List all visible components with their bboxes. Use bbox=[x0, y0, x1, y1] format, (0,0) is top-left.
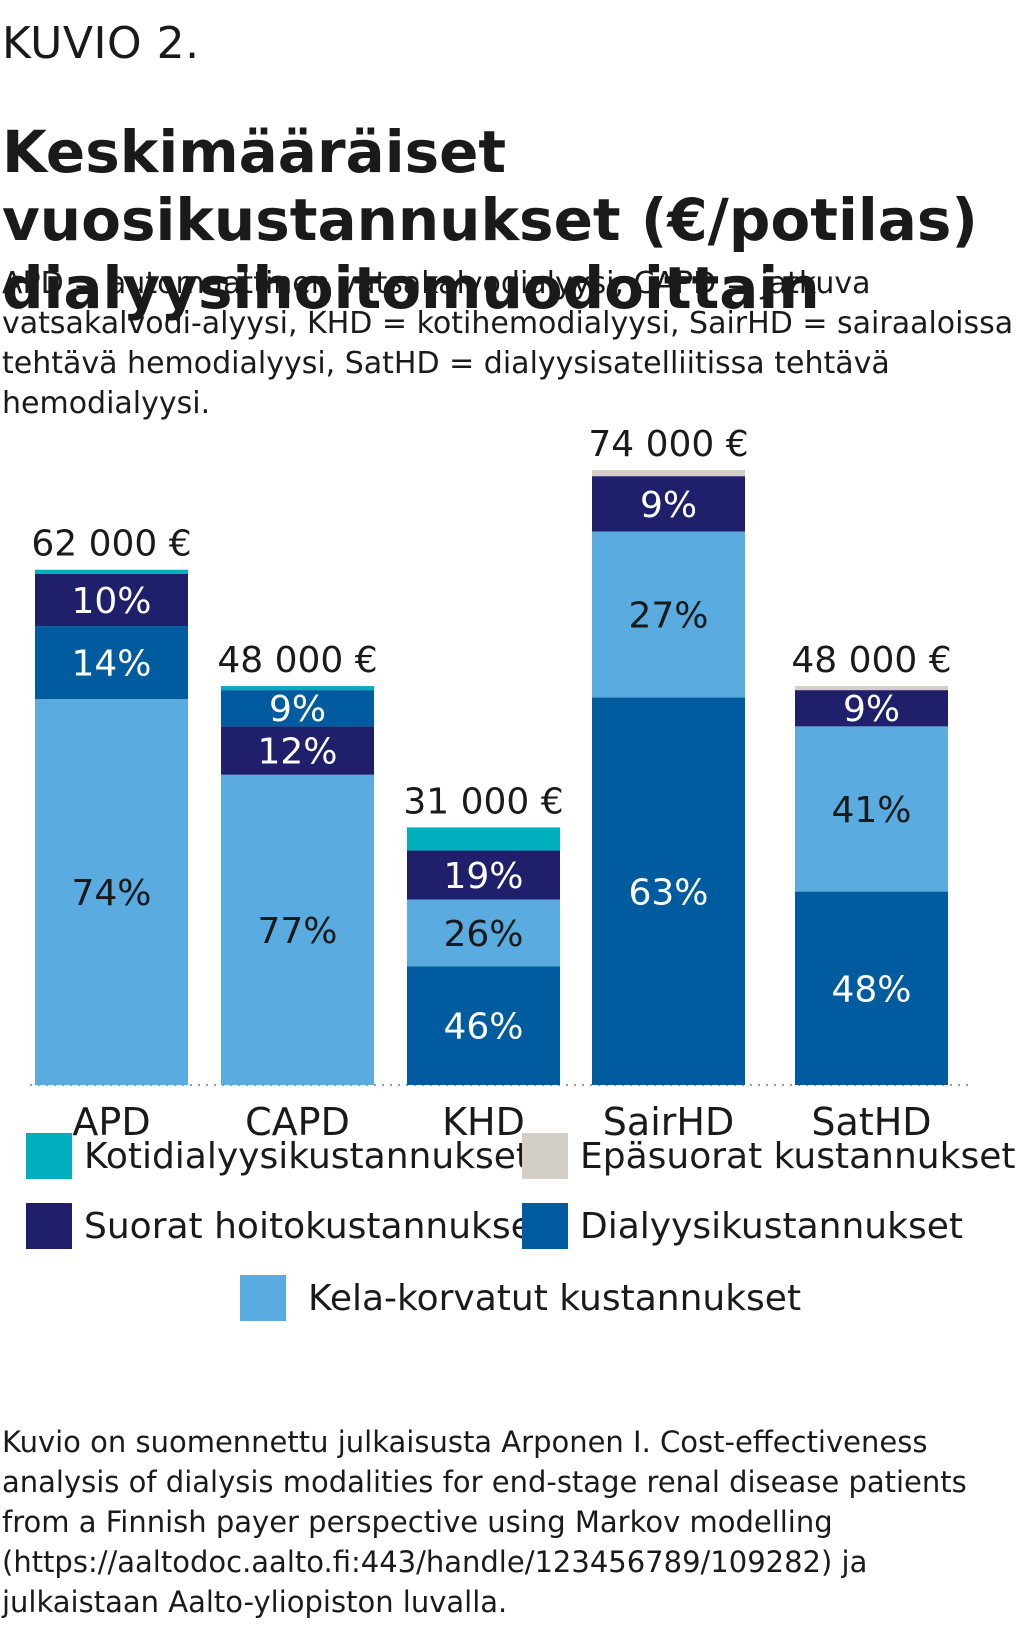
bar-segment-sathd-0 bbox=[795, 891, 948, 1085]
source-note: Kuvio on suomennettu julkaisusta Arponen… bbox=[2, 1425, 967, 1619]
bar-segment-khd-0 bbox=[407, 966, 560, 1085]
bar-segment-sairhd-0 bbox=[592, 697, 745, 1085]
data-label-sairhd-2: 9% bbox=[640, 485, 697, 526]
total-label-khd: 31 000 € bbox=[403, 781, 563, 822]
legend-swatch-suorat bbox=[26, 1203, 72, 1249]
legend-label-suorat: Suorat hoitokustannukset bbox=[84, 1205, 547, 1247]
bar-segment-sairhd-2 bbox=[592, 476, 745, 532]
category-label-sathd: SatHD bbox=[811, 1100, 931, 1144]
data-label-apd-0: 74% bbox=[71, 873, 151, 914]
bar-segment-khd-3 bbox=[407, 827, 560, 851]
bar-segment-khd-1 bbox=[407, 899, 560, 967]
bar-segment-apd-1 bbox=[35, 626, 188, 700]
legend-label-epasuorat: Epäsuorat kustannukset bbox=[580, 1135, 1016, 1177]
legend-item-kela: Kela-korvatut kustannukset bbox=[240, 1275, 801, 1321]
chart-subtitle: APD = automaattinen vatsakalvodialyysi, … bbox=[2, 266, 1014, 421]
data-label-sathd-2: 9% bbox=[843, 689, 900, 730]
bar-segment-capd-1 bbox=[221, 726, 374, 775]
legend-swatch-epasuorat bbox=[522, 1133, 568, 1179]
data-label-capd-2: 9% bbox=[269, 689, 326, 730]
total-label-apd: 62 000 € bbox=[31, 524, 191, 565]
bar-segment-sathd-3 bbox=[795, 686, 948, 691]
chart-title: Keskimääräiset vuosikustannukset (€/poti… bbox=[2, 118, 978, 322]
category-label-apd: APD bbox=[72, 1100, 150, 1144]
legend-item-epasuorat: Epäsuorat kustannukset bbox=[522, 1133, 1015, 1179]
total-label-sathd: 48 000 € bbox=[791, 640, 951, 681]
data-label-sathd-0: 48% bbox=[831, 969, 911, 1010]
bar-segment-sairhd-1 bbox=[592, 531, 745, 698]
legend-label-kela: Kela-korvatut kustannukset bbox=[308, 1277, 802, 1319]
data-label-sairhd-0: 63% bbox=[628, 872, 708, 913]
category-label-sairhd: SairHD bbox=[603, 1100, 734, 1144]
data-label-capd-0: 77% bbox=[257, 911, 337, 952]
bar-segment-apd-0 bbox=[35, 699, 188, 1085]
legend-item-dialyysi: Dialyysikustannukset bbox=[522, 1203, 963, 1249]
legend-label-dialyysi: Dialyysikustannukset bbox=[580, 1205, 963, 1247]
bar-segment-sathd-1 bbox=[795, 726, 948, 892]
legend-swatch-kela bbox=[240, 1275, 286, 1321]
data-label-khd-0: 46% bbox=[443, 1007, 523, 1048]
bar-segment-sairhd-3 bbox=[592, 470, 745, 477]
bar-segment-apd-3 bbox=[35, 569, 188, 574]
data-label-capd-1: 12% bbox=[257, 732, 337, 773]
legend-item-suorat: Suorat hoitokustannukset bbox=[26, 1203, 547, 1249]
bar-segment-sathd-2 bbox=[795, 690, 948, 727]
bar-segment-capd-2 bbox=[221, 690, 374, 727]
data-label-sairhd-1: 27% bbox=[628, 596, 708, 637]
data-label-sathd-1: 41% bbox=[831, 790, 911, 831]
data-label-khd-1: 26% bbox=[443, 914, 523, 955]
category-label-khd: KHD bbox=[442, 1100, 525, 1144]
total-label-sairhd: 74 000 € bbox=[588, 424, 748, 465]
legend-label-kotidialyysi: Kotidialyysikustannukset bbox=[84, 1135, 531, 1177]
legend-swatch-kotidialyysi bbox=[26, 1133, 72, 1179]
total-label-capd: 48 000 € bbox=[217, 640, 377, 681]
category-label-capd: CAPD bbox=[245, 1100, 350, 1144]
data-label-apd-2: 10% bbox=[71, 581, 151, 622]
bar-segment-khd-2 bbox=[407, 850, 560, 900]
legend-item-kotidialyysi: Kotidialyysikustannukset bbox=[26, 1133, 530, 1179]
data-label-apd-1: 14% bbox=[71, 644, 151, 685]
bar-segment-apd-2 bbox=[35, 573, 188, 627]
data-label-khd-2: 19% bbox=[443, 856, 523, 897]
bar-segment-capd-3 bbox=[221, 686, 374, 691]
legend-swatch-dialyysi bbox=[522, 1203, 568, 1249]
figure-number: KUVIO 2. bbox=[2, 18, 200, 69]
bar-segment-capd-0 bbox=[221, 774, 374, 1085]
